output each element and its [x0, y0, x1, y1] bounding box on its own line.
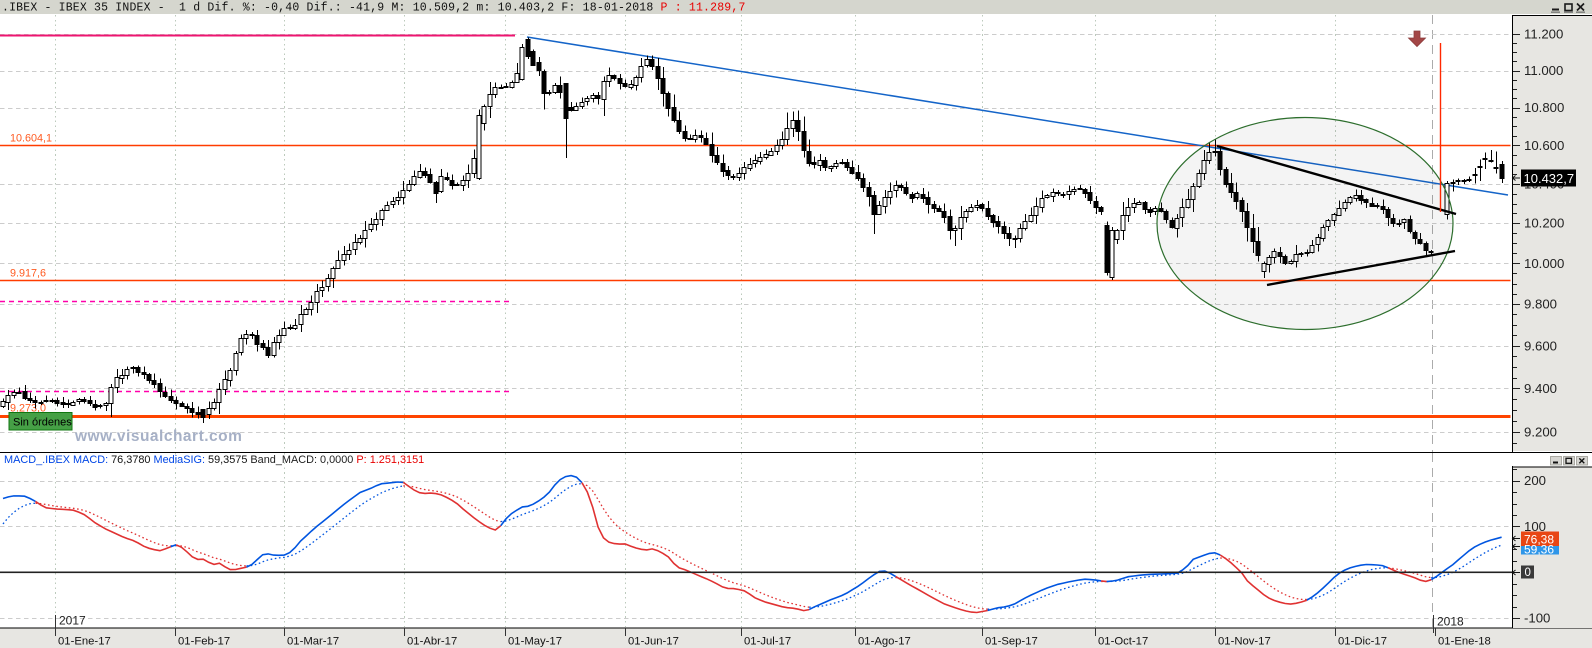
svg-text:76,38: 76,38	[1524, 533, 1554, 547]
svg-text:10.000: 10.000	[1524, 256, 1564, 271]
svg-text:11.000: 11.000	[1524, 63, 1563, 78]
svg-text:11.200: 11.200	[1524, 27, 1563, 42]
svg-text:01-Ene-17: 01-Ene-17	[58, 636, 111, 648]
svg-text:10.604,1: 10.604,1	[10, 133, 52, 145]
svg-text:01-Abr-17: 01-Abr-17	[407, 636, 457, 648]
svg-text:www.visualchart.com: www.visualchart.com	[74, 428, 242, 445]
svg-text:2018: 2018	[1437, 615, 1464, 629]
svg-text:01-Ene-18: 01-Ene-18	[1438, 636, 1491, 648]
svg-text:9.273,0: 9.273,0	[10, 403, 46, 415]
svg-text:01-Jun-17: 01-Jun-17	[628, 636, 679, 648]
svg-text:01-Nov-17: 01-Nov-17	[1218, 636, 1271, 648]
svg-text:01-Dic-17: 01-Dic-17	[1338, 636, 1387, 648]
svg-text:MACD_.IBEX MACD: 76,3780 Med: MACD_.IBEX MACD: 76,3780 MediaSIG: 59,35…	[4, 454, 424, 466]
svg-text:9.400: 9.400	[1524, 381, 1557, 396]
svg-text:01-Ago-17: 01-Ago-17	[858, 636, 911, 648]
svg-text:01-Mar-17: 01-Mar-17	[287, 636, 339, 648]
svg-text:-100: -100	[1524, 611, 1550, 626]
svg-text:Sin órdenes: Sin órdenes	[13, 417, 72, 429]
svg-text:10.800: 10.800	[1524, 100, 1564, 115]
svg-text:01-Jul-17: 01-Jul-17	[744, 636, 791, 648]
svg-text:01-May-17: 01-May-17	[508, 636, 562, 648]
svg-text:0: 0	[1525, 567, 1531, 579]
svg-text:200: 200	[1524, 473, 1546, 488]
svg-text:59,36: 59,36	[1524, 543, 1554, 557]
svg-text:2017: 2017	[59, 614, 86, 628]
svg-text:01-Oct-17: 01-Oct-17	[1098, 636, 1148, 648]
svg-text:10.200: 10.200	[1524, 216, 1564, 231]
svg-text:9.200: 9.200	[1524, 424, 1557, 439]
svg-text:9.917,6: 9.917,6	[10, 268, 46, 280]
svg-text:.IBEX - IBEX 35 INDEX - 1 d D: .IBEX - IBEX 35 INDEX - 1 d Dif. %: -0,4…	[2, 2, 746, 15]
svg-text:10.600: 10.600	[1524, 138, 1564, 153]
svg-text:100: 100	[1524, 519, 1546, 534]
svg-text:01-Sep-17: 01-Sep-17	[985, 636, 1038, 648]
svg-text:01-Feb-17: 01-Feb-17	[178, 636, 230, 648]
svg-text:9.600: 9.600	[1524, 338, 1557, 353]
svg-text:9.800: 9.800	[1524, 297, 1557, 312]
svg-text:10.432,7: 10.432,7	[1524, 171, 1575, 186]
